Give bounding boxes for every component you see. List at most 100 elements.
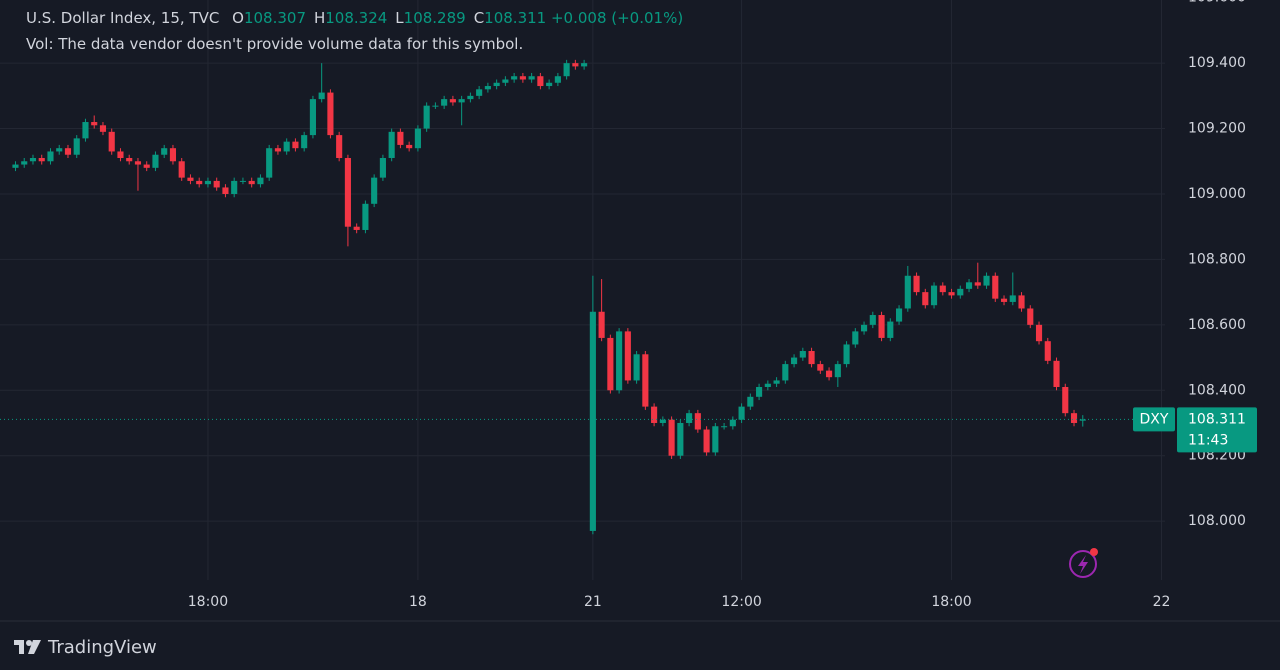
candle-body	[134, 161, 142, 165]
y-tick-label: 108.000	[1188, 513, 1246, 529]
candle-body	[554, 76, 561, 83]
candle-body	[1009, 295, 1016, 302]
candle-body	[344, 158, 351, 227]
candle-body	[860, 324, 868, 332]
candle-body	[231, 180, 238, 194]
y-tick-label: 108.600	[1188, 317, 1246, 333]
candle-body	[537, 76, 544, 87]
candle-body	[729, 419, 736, 427]
symbol-title: U.S. Dollar Index, 15, TVC	[26, 9, 220, 27]
candle-body	[895, 308, 903, 322]
candle-body	[126, 158, 133, 162]
candle-body	[957, 288, 964, 296]
symbol-label: DXY	[1140, 411, 1169, 427]
candle-body	[1070, 413, 1078, 423]
y-tick-label: 108.800	[1188, 251, 1246, 267]
ohlc-key: H	[313, 9, 326, 27]
candle-body	[598, 311, 605, 338]
candle-body	[108, 131, 115, 152]
candle-body	[301, 135, 308, 149]
y-tick-label: 109.000	[1188, 186, 1246, 202]
candle-body	[965, 282, 973, 289]
ohlc-key: L	[395, 9, 404, 27]
candle-body	[546, 82, 553, 87]
candle-body	[738, 406, 745, 420]
price-tag	[1177, 407, 1257, 453]
candle-body	[56, 148, 63, 152]
candle-body	[204, 180, 212, 185]
candle-body	[572, 63, 579, 67]
candle-body	[82, 122, 89, 139]
y-tick-label: 109.200	[1188, 121, 1246, 137]
candle-body	[913, 275, 920, 293]
candle-body	[826, 370, 833, 378]
candle-body	[371, 177, 378, 204]
x-tick-label: 18:00	[931, 594, 971, 610]
candle-body	[29, 158, 37, 162]
candle-body	[563, 63, 570, 77]
candle-body	[764, 383, 771, 387]
candle-body	[948, 292, 955, 296]
x-tick-label: 18:00	[188, 594, 228, 610]
candle-body	[239, 180, 246, 182]
axes: 108.000108.200108.400108.600108.800109.0…	[0, 0, 1257, 610]
candle-body	[169, 148, 177, 162]
candle-body	[922, 292, 929, 306]
ohlc-value: 108.324	[325, 9, 388, 27]
x-tick-label: 21	[584, 594, 602, 610]
candle-body	[397, 131, 404, 145]
candle-body	[817, 364, 824, 371]
candle-body	[441, 99, 448, 106]
volume-note: Vol: The data vendor doesn't provide vol…	[26, 35, 524, 53]
candle-body	[677, 422, 684, 456]
candle-body	[887, 321, 894, 338]
candle-body	[99, 125, 107, 132]
candle-body	[878, 315, 885, 338]
candle-body	[1018, 295, 1025, 309]
candle-body	[1000, 298, 1008, 302]
candle-body	[1027, 308, 1034, 325]
candle-body	[406, 144, 413, 149]
candle-body	[161, 148, 168, 155]
candle-body	[694, 413, 701, 430]
candle-body	[502, 79, 509, 83]
ohlc-value: 108.307	[243, 9, 306, 27]
alert-icon	[1069, 548, 1098, 578]
candle-body	[484, 86, 491, 90]
candle-body	[581, 63, 588, 67]
background	[0, 0, 1280, 620]
candle-body	[283, 141, 290, 152]
candle-body	[930, 285, 938, 306]
logo	[14, 640, 41, 654]
candle-body	[843, 344, 850, 365]
candle-body	[511, 76, 518, 80]
candle-body	[616, 331, 623, 391]
candle-body	[773, 380, 780, 384]
candle-body	[808, 351, 815, 365]
candle-body	[414, 128, 421, 149]
candle-body	[222, 187, 229, 194]
candle-body	[721, 426, 728, 428]
candle-body	[38, 158, 45, 162]
candle-body	[1044, 341, 1051, 361]
candles	[12, 59, 1086, 535]
candle-body	[476, 89, 483, 96]
ohlc-key: C	[473, 9, 485, 27]
candle-body	[1035, 324, 1043, 342]
candle-body	[974, 282, 981, 286]
candle-body	[47, 151, 54, 162]
candle-body	[423, 105, 430, 129]
candle-body	[992, 275, 999, 299]
candle-body	[686, 413, 693, 423]
candle-body	[213, 180, 220, 188]
candle-body	[449, 99, 456, 103]
candle-body	[519, 76, 526, 80]
candle-body	[607, 337, 614, 391]
candle-body	[152, 154, 159, 168]
candle-body	[432, 105, 439, 107]
candle-body	[983, 275, 990, 286]
ohlc: O108.307 H108.324 L108.289 C108.311	[224, 9, 546, 27]
y-tick-label: 109.400	[1188, 55, 1246, 71]
